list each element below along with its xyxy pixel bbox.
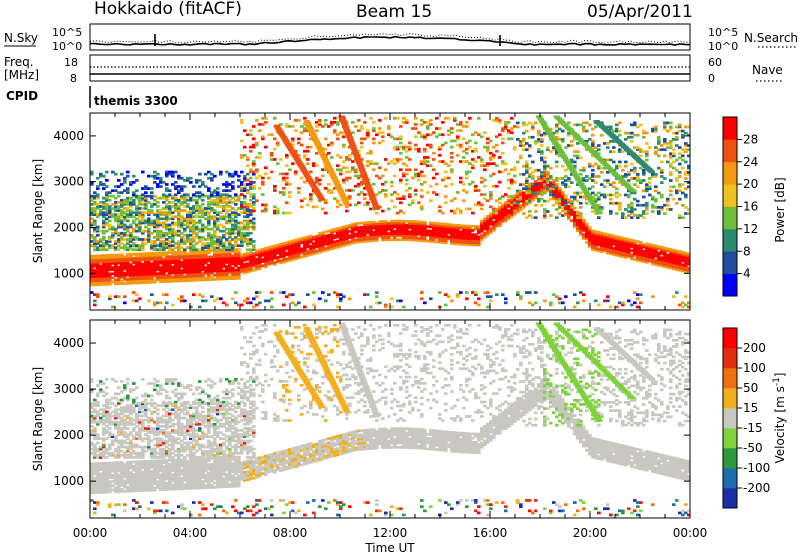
colorbar-tick-label: 15 bbox=[743, 401, 758, 415]
nsearch-label: N.Search bbox=[744, 31, 798, 45]
power-panel: 1000 2000 3000 4000 Slant Range [km] bbox=[31, 112, 691, 311]
colorbar-tick-label: 4 bbox=[743, 267, 751, 281]
radar-title: Hokkaido (fitACF) bbox=[94, 0, 242, 19]
nave-tick-low: 0 bbox=[708, 72, 715, 85]
colorbar-tick-label: -100 bbox=[743, 461, 770, 475]
colorbar-swatch bbox=[723, 273, 737, 297]
colorbar-swatch bbox=[723, 206, 737, 230]
power-ylabel: Slant Range [km] bbox=[31, 159, 45, 263]
power-colorbar-label: Power [dB] bbox=[773, 177, 787, 242]
freq-panel: Freq. [MHz] 18 8 60 0 Nave bbox=[4, 54, 783, 85]
x-tick-label: 04:00 bbox=[173, 526, 208, 540]
x-tick-label: 12:00 bbox=[373, 526, 408, 540]
colorbar-swatch bbox=[723, 388, 737, 409]
colorbar-tick-label: 12 bbox=[743, 222, 758, 236]
velocity-heatmap bbox=[90, 322, 690, 517]
x-tick-label: 00:00 bbox=[673, 526, 708, 540]
colorbar-tick-label: 200 bbox=[743, 341, 766, 355]
colorbar-swatch bbox=[723, 368, 737, 389]
colorbar-swatch bbox=[723, 448, 737, 469]
velocity-colorbar-label: Velocity [m s-1] bbox=[772, 373, 787, 464]
colorbar-swatch bbox=[723, 139, 737, 163]
colorbar-swatch bbox=[723, 228, 737, 252]
colorbar-tick-label: 20 bbox=[743, 177, 758, 191]
colorbar-tick-label: -15 bbox=[743, 421, 763, 435]
x-tick-label: 08:00 bbox=[273, 526, 308, 540]
velocity-colorbar: -200 -100 -50 -15 15 50 100 200 bbox=[722, 327, 770, 509]
count-tick-high-right: 10^5 bbox=[708, 26, 738, 39]
nsky-label: N.Sky bbox=[4, 31, 38, 45]
colorbar-swatch bbox=[723, 408, 737, 429]
y-tick-label: 4000 bbox=[53, 129, 84, 143]
x-tick-labels: 00:00 04:00 08:00 12:00 16:00 20:00 00:00 bbox=[73, 526, 708, 540]
x-tick-label: 00:00 bbox=[73, 526, 108, 540]
x-axis-title: Time UT bbox=[364, 541, 415, 554]
cpid-label: CPID bbox=[6, 89, 38, 103]
y-tick-label: 3000 bbox=[53, 175, 84, 189]
colorbar-tick-label: -50 bbox=[743, 441, 763, 455]
y-tick-label: 3000 bbox=[53, 382, 84, 396]
cpid-value: themis 3300 bbox=[94, 94, 178, 108]
count-panel: N.Sky 10^5 10^0 10^5 10^0 N.Search bbox=[4, 23, 798, 53]
colorbar-swatch bbox=[723, 428, 737, 449]
colorbar-swatch bbox=[723, 161, 737, 185]
colorbar-tick-label: 50 bbox=[743, 381, 758, 395]
freq-tick-low: 8 bbox=[70, 72, 77, 85]
velocity-ylabel: Slant Range [km] bbox=[31, 367, 45, 471]
colorbar-swatch bbox=[723, 117, 737, 140]
freq-label: Freq. bbox=[4, 55, 34, 69]
colorbar-swatch bbox=[723, 348, 737, 369]
colorbar-swatch bbox=[723, 328, 737, 349]
freq-unit: [MHz] bbox=[4, 68, 39, 82]
colorbar-tick-label: -200 bbox=[743, 481, 770, 495]
y-tick-label: 2000 bbox=[53, 221, 84, 235]
nave-tick-high: 60 bbox=[708, 56, 722, 69]
nsky-series bbox=[90, 34, 691, 46]
date-label: 05/Apr/2011 bbox=[587, 2, 693, 22]
count-tick-high: 10^5 bbox=[52, 26, 82, 39]
colorbar-tick-label: 8 bbox=[743, 244, 751, 258]
beam-label: Beam 15 bbox=[356, 2, 432, 22]
count-tick-low: 10^0 bbox=[52, 40, 82, 53]
colorbar-tick-label: 24 bbox=[743, 155, 758, 169]
colorbar-tick-label: 100 bbox=[743, 361, 766, 375]
nave-label: Nave bbox=[752, 63, 783, 77]
colorbar-swatch bbox=[723, 488, 737, 509]
colorbar-tick-label: 28 bbox=[743, 132, 758, 146]
count-tick-low-right: 10^0 bbox=[708, 40, 738, 53]
velocity-panel: 1000 2000 3000 4000 Slant Range [km] bbox=[31, 319, 691, 519]
colorbar-swatch bbox=[723, 251, 737, 274]
colorbar-tick-label: 16 bbox=[743, 200, 758, 214]
x-tick-label: 16:00 bbox=[473, 526, 508, 540]
colorbar-swatch bbox=[723, 184, 737, 207]
power-colorbar: 4 8 12 16 20 24 28 bbox=[722, 116, 758, 297]
y-tick-label: 2000 bbox=[53, 428, 84, 442]
power-heatmap bbox=[90, 115, 690, 309]
y-tick-label: 1000 bbox=[53, 474, 84, 488]
colorbar-swatch bbox=[723, 468, 737, 489]
freq-tick-high: 18 bbox=[64, 56, 78, 69]
y-tick-label: 1000 bbox=[53, 266, 84, 280]
y-tick-label: 4000 bbox=[53, 336, 84, 350]
x-tick-label: 20:00 bbox=[573, 526, 608, 540]
